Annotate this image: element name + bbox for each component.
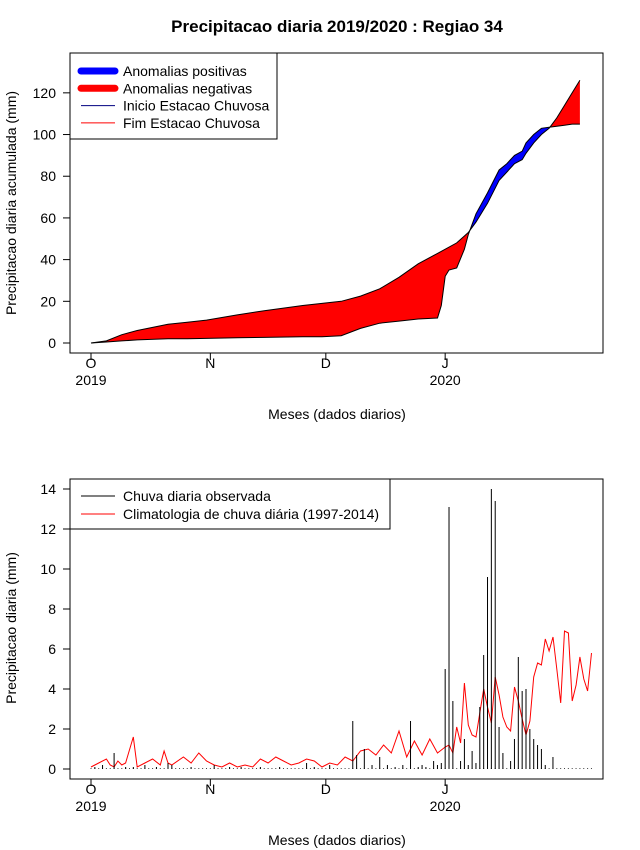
legend-label: Climatologia de chuva diária (1997-2014) bbox=[123, 506, 379, 522]
y-tick-label: 0 bbox=[48, 761, 56, 777]
y-tick-label: 60 bbox=[40, 210, 56, 226]
y-tick-label: 6 bbox=[48, 641, 56, 657]
y-tick-label: 4 bbox=[48, 681, 56, 697]
x-tick-label: D bbox=[321, 355, 331, 371]
chart-title: Precipitacao diaria 2019/2020 : Regiao 3… bbox=[171, 17, 503, 36]
bottom-y-axis: 0 2 4 6 8 10 12 14 bbox=[40, 481, 70, 777]
daily-rain-bars-layer bbox=[90, 489, 592, 769]
y-tick-label: 2 bbox=[48, 721, 56, 737]
climatology-daily-line bbox=[90, 630, 592, 768]
legend-label: Fim Estacao Chuvosa bbox=[123, 115, 260, 131]
legend-label: Chuva diaria observada bbox=[123, 488, 271, 504]
y-tick-label: 20 bbox=[40, 293, 56, 309]
x-tick-label: N bbox=[205, 355, 215, 371]
legend-box bbox=[69, 478, 391, 530]
x-tick-label: O bbox=[86, 781, 97, 797]
y-tick-label: 10 bbox=[40, 561, 56, 577]
y-tick-label: 14 bbox=[40, 481, 56, 497]
y-tick-label: 40 bbox=[40, 252, 56, 268]
bottom-legend: Chuva diaria observada Climatologia de ch… bbox=[69, 478, 391, 530]
positive-anomaly-area bbox=[469, 127, 550, 231]
x-tick-year-label: 2020 bbox=[430, 798, 461, 814]
climatology-cumulative-line bbox=[90, 80, 581, 344]
x-tick-year-label: 2019 bbox=[75, 798, 106, 814]
y-tick-label: 0 bbox=[48, 335, 56, 351]
x-tick-label: D bbox=[321, 781, 331, 797]
top-x-axis-label: Meses (dados diarios) bbox=[268, 406, 406, 422]
x-tick-label: J bbox=[442, 355, 449, 371]
top-plot-frame bbox=[69, 52, 604, 354]
x-tick-label: O bbox=[86, 355, 97, 371]
legend-label: Anomalias positivas bbox=[123, 63, 247, 79]
legend-label: Inicio Estacao Chuvosa bbox=[123, 98, 270, 114]
y-tick-label: 120 bbox=[33, 85, 57, 101]
climatology-line-layer bbox=[90, 630, 592, 768]
y-tick-label: 12 bbox=[40, 521, 56, 537]
anomaly-fill-layer bbox=[91, 80, 580, 343]
negative-anomaly-area bbox=[91, 230, 470, 343]
x-tick-label: J bbox=[442, 781, 449, 797]
top-y-axis: 0 20 40 60 80 100 120 bbox=[33, 85, 70, 351]
top-y-axis-label: Precipitacao diaria acumulada (mm) bbox=[3, 91, 19, 315]
bottom-x-axis-label: Meses (dados diarios) bbox=[268, 832, 406, 848]
legend-label: Anomalias negativas bbox=[123, 80, 252, 96]
cumulative-lines-layer bbox=[90, 80, 581, 344]
bottom-y-axis-label: Precipitacao diaria (mm) bbox=[3, 552, 19, 704]
negative-anomaly-area bbox=[550, 80, 580, 128]
y-tick-label: 8 bbox=[48, 601, 56, 617]
observed-cumulative-line bbox=[90, 123, 580, 344]
legend-box bbox=[69, 52, 278, 140]
y-tick-label: 100 bbox=[33, 127, 57, 143]
y-tick-label: 80 bbox=[40, 168, 56, 184]
x-tick-year-label: 2020 bbox=[430, 372, 461, 388]
x-tick-label: N bbox=[205, 781, 215, 797]
x-tick-year-label: 2019 bbox=[75, 372, 106, 388]
